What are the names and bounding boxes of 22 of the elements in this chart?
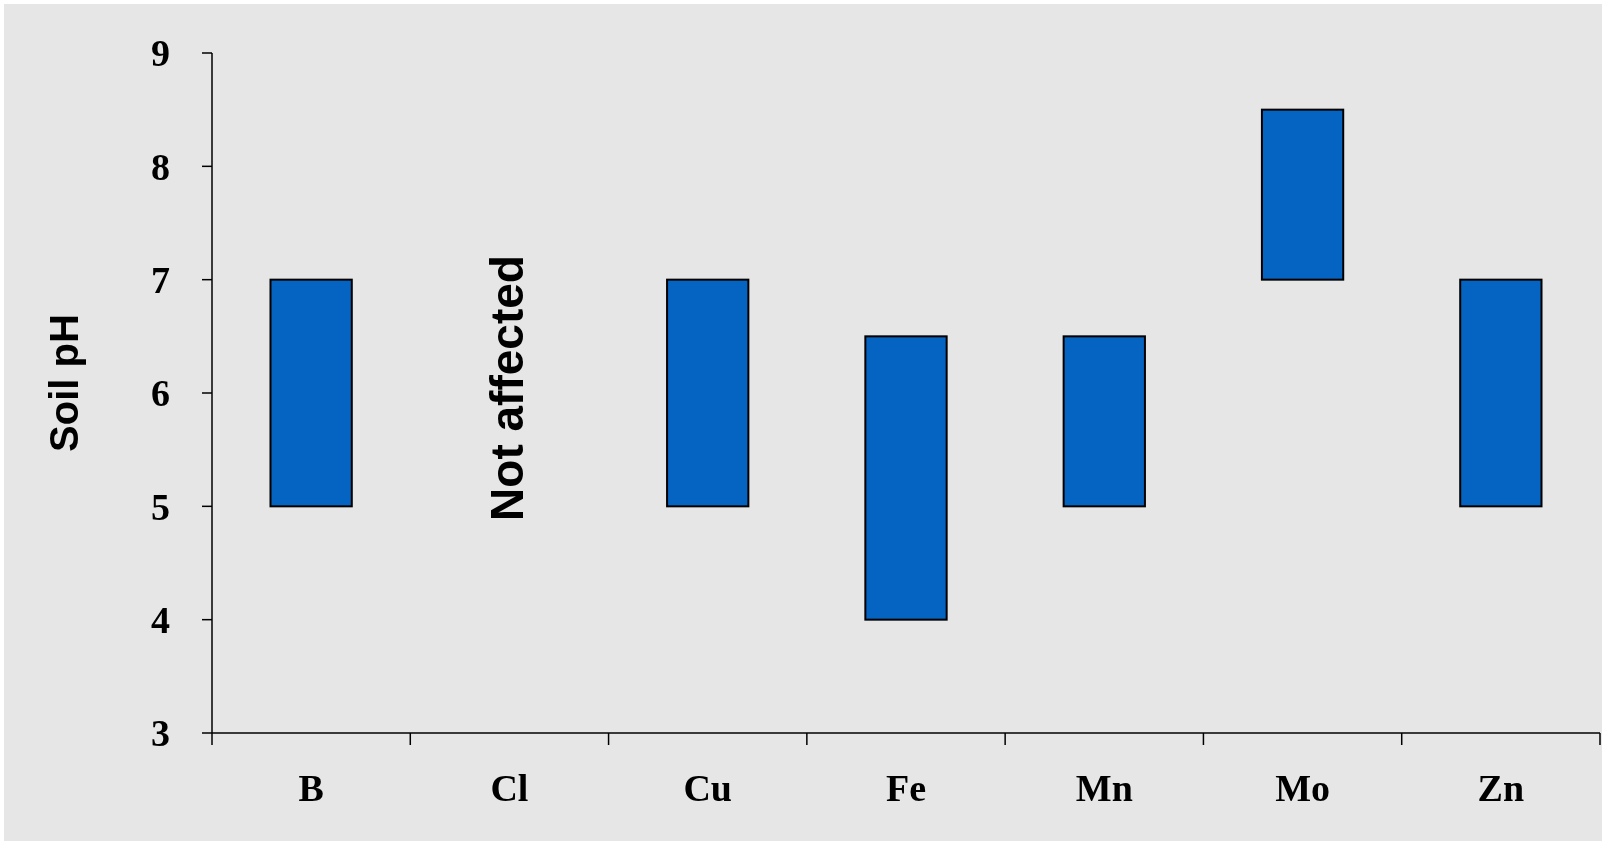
x-tick-label: Cu [683,767,732,809]
bar [1062,335,1146,508]
bar [1459,278,1543,508]
y-tick-label: 8 [151,145,170,188]
y-tick-label: 9 [151,32,170,75]
bar [1260,108,1345,281]
bar [666,278,750,508]
x-tick-label: B [298,767,324,809]
x-tick-label: Cl [490,767,529,809]
y-tick-label: 5 [151,485,170,528]
bar [269,278,353,508]
x-tick-label: Fe [885,767,927,809]
x-tick-label: Zn [1477,767,1525,809]
y-tick-label: 4 [151,598,170,641]
bar [864,335,948,621]
x-tick-label: Mo [1275,767,1331,809]
y-axis-title: Soil pH [42,314,86,452]
y-tick-label: 3 [151,712,170,755]
annotation: Not affected [481,255,534,521]
y-tick-label: 7 [151,258,170,301]
x-tick-label: Mn [1075,767,1133,809]
y-tick-label: 6 [151,372,170,415]
